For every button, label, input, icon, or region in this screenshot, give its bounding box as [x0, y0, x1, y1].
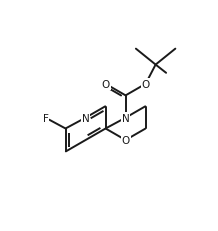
Text: N: N	[122, 113, 129, 123]
Text: O: O	[121, 135, 130, 145]
Text: O: O	[101, 79, 110, 89]
Text: F: F	[43, 113, 48, 123]
Text: O: O	[141, 79, 150, 89]
Text: N: N	[82, 113, 89, 123]
